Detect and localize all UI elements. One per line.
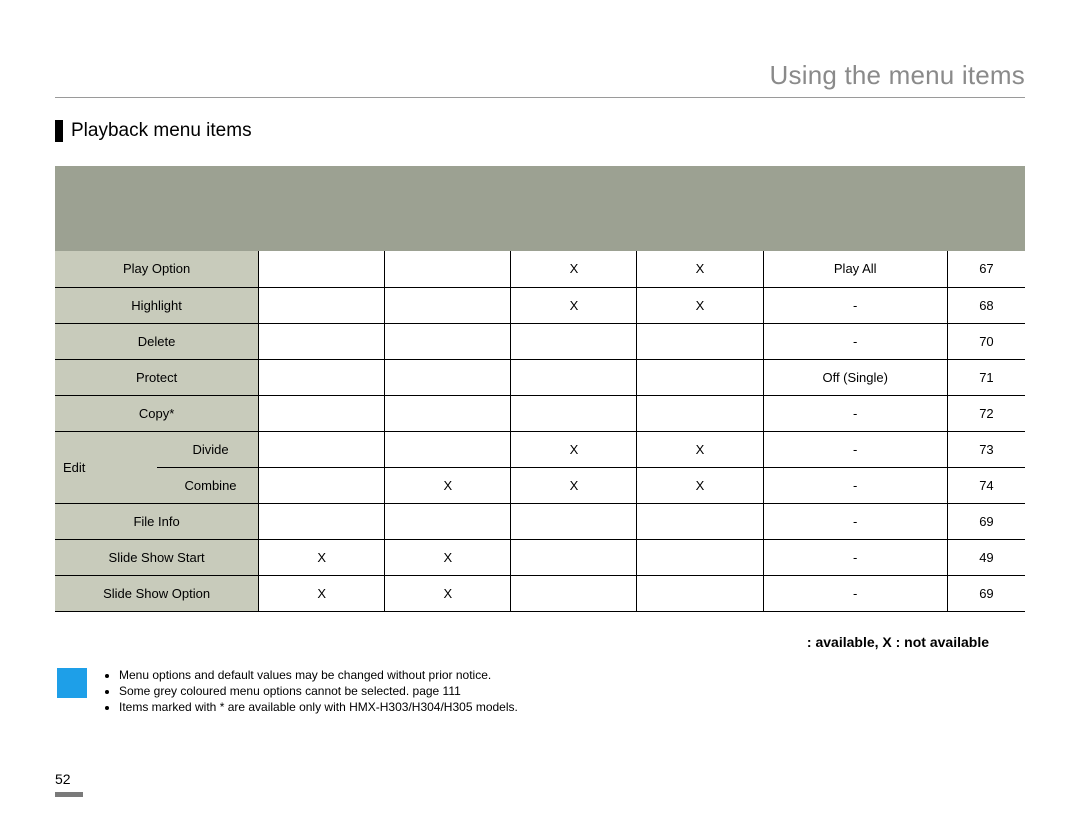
note-icon	[57, 668, 87, 698]
cell: X	[511, 467, 637, 503]
cell	[637, 323, 763, 359]
table-header-row	[55, 166, 1025, 251]
default-cell: -	[763, 323, 947, 359]
page-cell: 74	[947, 467, 1025, 503]
table-row: Slide Show Option X X - 69	[55, 575, 1025, 611]
cell	[511, 503, 637, 539]
cell	[259, 251, 385, 287]
cell	[511, 395, 637, 431]
section-bar	[55, 120, 63, 142]
cell: X	[511, 431, 637, 467]
cell	[385, 431, 511, 467]
note-item: Some grey coloured menu options cannot b…	[119, 684, 518, 698]
page-cell: 68	[947, 287, 1025, 323]
page-cell: 69	[947, 503, 1025, 539]
cell	[259, 431, 385, 467]
cell	[385, 323, 511, 359]
note-item: Menu options and default values may be c…	[119, 668, 518, 682]
cell: X	[511, 287, 637, 323]
legend-text: : available, X : not available	[55, 634, 1025, 650]
cell	[385, 359, 511, 395]
default-cell: Off (Single)	[763, 359, 947, 395]
table-row: Combine X X X - 74	[55, 467, 1025, 503]
table-row: Copy* - 72	[55, 395, 1025, 431]
table-row: Play Option X X Play All 67	[55, 251, 1025, 287]
page-cell: 49	[947, 539, 1025, 575]
item-label: Delete	[55, 323, 259, 359]
table-row: Slide Show Start X X - 49	[55, 539, 1025, 575]
cell	[637, 503, 763, 539]
item-label: Protect	[55, 359, 259, 395]
item-label: Play Option	[55, 251, 259, 287]
page-number-underline	[55, 792, 83, 797]
cell	[259, 323, 385, 359]
cell: X	[385, 575, 511, 611]
page-cell: 73	[947, 431, 1025, 467]
cell: X	[637, 467, 763, 503]
page-cell: 71	[947, 359, 1025, 395]
table-row: File Info - 69	[55, 503, 1025, 539]
cell: X	[259, 575, 385, 611]
cell	[385, 251, 511, 287]
notes-list: Menu options and default values may be c…	[103, 668, 518, 716]
cell	[637, 359, 763, 395]
cell	[637, 395, 763, 431]
page-cell: 67	[947, 251, 1025, 287]
table-row: Protect Off (Single) 71	[55, 359, 1025, 395]
table-row: Delete - 70	[55, 323, 1025, 359]
cell	[259, 287, 385, 323]
page-header: Using the menu items	[55, 60, 1025, 98]
item-label: File Info	[55, 503, 259, 539]
cell	[511, 539, 637, 575]
item-label: Highlight	[55, 287, 259, 323]
cell	[259, 359, 385, 395]
page-cell: 72	[947, 395, 1025, 431]
cell: X	[385, 539, 511, 575]
cell: X	[511, 251, 637, 287]
cell: X	[259, 539, 385, 575]
item-group-label: Edit	[55, 431, 157, 503]
page-number: 52	[55, 771, 71, 787]
table-row: Edit Divide X X - 73	[55, 431, 1025, 467]
cell: X	[637, 251, 763, 287]
page-cell: 70	[947, 323, 1025, 359]
cell	[637, 539, 763, 575]
cell: X	[637, 431, 763, 467]
cell	[511, 323, 637, 359]
item-label: Slide Show Option	[55, 575, 259, 611]
cell	[259, 503, 385, 539]
item-sub-label: Divide	[157, 431, 259, 467]
cell	[511, 575, 637, 611]
default-cell: -	[763, 467, 947, 503]
item-label: Copy*	[55, 395, 259, 431]
default-cell: Play All	[763, 251, 947, 287]
note-item: Items marked with * are available only w…	[119, 700, 518, 714]
cell	[385, 287, 511, 323]
cell	[385, 503, 511, 539]
section-title: Playback menu items	[71, 120, 252, 142]
section-heading: Playback menu items	[55, 120, 1025, 142]
default-cell: -	[763, 503, 947, 539]
cell	[259, 395, 385, 431]
default-cell: -	[763, 287, 947, 323]
cell	[511, 359, 637, 395]
playback-menu-table: Play Option X X Play All 67 Highlight X …	[55, 166, 1025, 612]
cell	[259, 467, 385, 503]
cell	[385, 395, 511, 431]
default-cell: -	[763, 395, 947, 431]
page-cell: 69	[947, 575, 1025, 611]
table-row: Highlight X X - 68	[55, 287, 1025, 323]
cell	[637, 575, 763, 611]
item-sub-label: Combine	[157, 467, 259, 503]
default-cell: -	[763, 539, 947, 575]
cell: X	[385, 467, 511, 503]
item-label: Slide Show Start	[55, 539, 259, 575]
cell: X	[637, 287, 763, 323]
notes-block: Menu options and default values may be c…	[55, 668, 1025, 716]
default-cell: -	[763, 575, 947, 611]
default-cell: -	[763, 431, 947, 467]
